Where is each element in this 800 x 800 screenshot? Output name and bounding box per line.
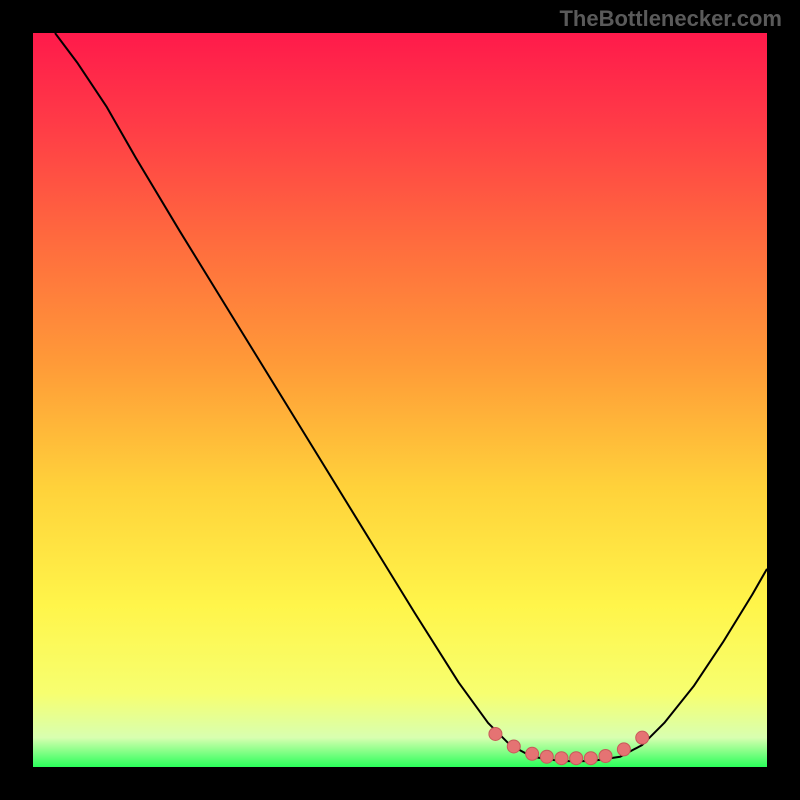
optimal-marker bbox=[507, 740, 520, 753]
optimal-marker bbox=[599, 749, 612, 762]
optimal-marker bbox=[570, 752, 583, 765]
gradient-background bbox=[33, 33, 767, 767]
watermark-text: TheBottlenecker.com bbox=[559, 6, 782, 32]
optimal-marker bbox=[617, 743, 630, 756]
chart-container: TheBottlenecker.com bbox=[0, 0, 800, 800]
optimal-marker bbox=[489, 727, 502, 740]
optimal-marker bbox=[540, 750, 553, 763]
plot-area bbox=[33, 33, 767, 767]
optimal-marker bbox=[584, 752, 597, 765]
optimal-marker bbox=[636, 731, 649, 744]
chart-svg bbox=[33, 33, 767, 767]
optimal-marker bbox=[526, 747, 539, 760]
optimal-marker bbox=[555, 752, 568, 765]
